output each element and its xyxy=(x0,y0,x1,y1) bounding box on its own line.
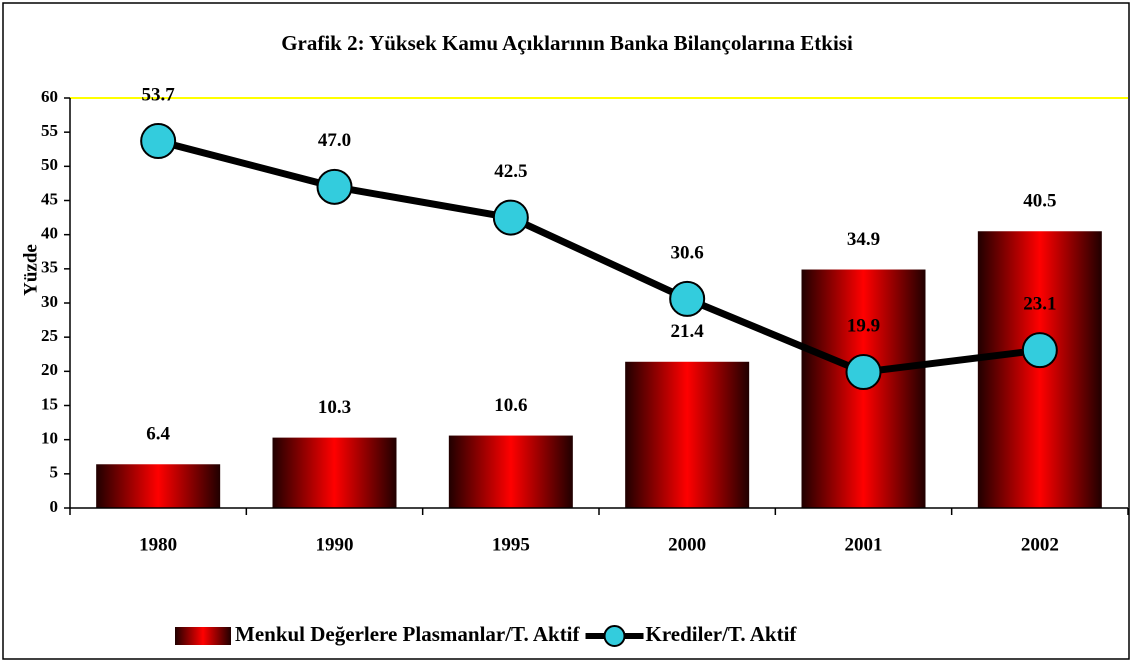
line-value-label: 30.6 xyxy=(671,242,704,263)
line-value-label: 53.7 xyxy=(142,84,176,105)
y-tick-label: 30 xyxy=(41,292,58,311)
x-tick-label: 2002 xyxy=(1021,534,1059,555)
x-tick-label: 1980 xyxy=(139,534,177,555)
bar-value-label: 21.4 xyxy=(671,321,705,342)
line-marker xyxy=(669,280,706,317)
line-marker xyxy=(140,123,177,160)
y-axis-label: Yüzde xyxy=(20,244,41,296)
line-value-label: 19.9 xyxy=(847,315,880,336)
x-tick-label: 2001 xyxy=(845,534,883,555)
chart-title: Grafik 2: Yüksek Kamu Açıklarının Banka … xyxy=(281,31,853,55)
y-tick-label: 35 xyxy=(41,258,58,277)
y-tick-label: 45 xyxy=(41,189,58,208)
y-tick-label: 60 xyxy=(41,87,58,106)
legend-swatch xyxy=(175,627,231,645)
bar-value-label: 40.5 xyxy=(1023,191,1056,212)
line-marker xyxy=(492,199,529,236)
line-value-label: 23.1 xyxy=(1023,294,1056,315)
bar xyxy=(272,437,397,508)
y-tick-label: 5 xyxy=(50,463,59,482)
bar xyxy=(625,361,750,508)
bar-value-label: 10.3 xyxy=(318,397,351,418)
bar-value-label: 6.4 xyxy=(146,424,170,445)
y-tick-label: 50 xyxy=(41,155,58,174)
y-tick-label: 40 xyxy=(41,224,58,243)
legend-label: Krediler/T. Aktif xyxy=(646,622,798,646)
line-marker xyxy=(845,354,882,391)
y-tick-label: 25 xyxy=(41,326,58,345)
y-tick-label: 55 xyxy=(41,121,58,140)
line-marker xyxy=(316,168,353,205)
line xyxy=(157,137,1041,376)
line-value-label: 47.0 xyxy=(318,130,351,151)
legend-swatch-marker xyxy=(603,625,626,647)
bar xyxy=(96,464,221,508)
line-value-label: 42.5 xyxy=(494,161,527,182)
bar xyxy=(977,231,1102,508)
y-tick-label: 10 xyxy=(41,429,58,448)
bar-value-label: 34.9 xyxy=(847,229,880,250)
x-tick-label: 1990 xyxy=(316,534,354,555)
y-tick-label: 15 xyxy=(41,394,58,413)
x-tick-label: 1995 xyxy=(492,534,530,555)
legend-label: Menkul Değerlere Plasmanlar/T. Aktif xyxy=(235,622,581,646)
bar-value-label: 10.6 xyxy=(494,395,527,416)
y-tick-label: 20 xyxy=(41,360,58,379)
bar xyxy=(448,435,573,508)
line-marker xyxy=(1021,332,1058,369)
x-tick-label: 2000 xyxy=(668,534,706,555)
y-tick-label: 0 xyxy=(50,497,59,516)
